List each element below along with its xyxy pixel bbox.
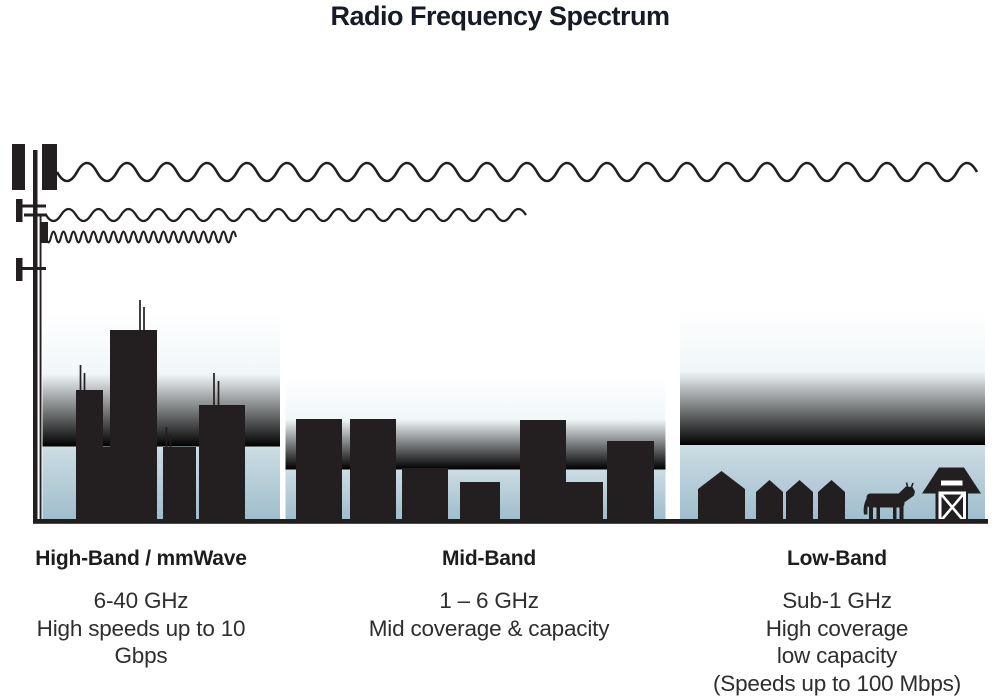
house-icon (698, 471, 745, 520)
low-band-label: Low-Band (787, 547, 887, 570)
antenna-crossbar (22, 267, 46, 270)
antenna-crossbar (22, 204, 46, 208)
long-wavelength-wave (55, 161, 979, 183)
cow-head (897, 486, 915, 502)
rooftop-antennas (79, 300, 220, 447)
antenna-mid (16, 199, 23, 222)
cow-leg (876, 505, 880, 521)
tower-mast-thin (39, 215, 42, 523)
cow-leg (869, 505, 873, 521)
cow-icon (863, 482, 915, 521)
low-band-speed-note: (Speeds up to 100 Mbps) (712, 670, 962, 696)
mid-band-label: Mid-Band (441, 547, 537, 570)
skyscraper (163, 447, 196, 520)
barn-vent-slit (941, 480, 963, 486)
mid-band-description: Mid coverage & capacity (368, 615, 610, 641)
cow-horns (905, 482, 914, 488)
antenna-low (16, 258, 23, 281)
house-icon (786, 480, 813, 520)
house-icon (756, 480, 783, 520)
skyscraper-low-wing (103, 447, 110, 520)
high-band-caption: High-Band / mmWave 6-40 GHz High speeds … (11, 546, 271, 670)
skyscraper-tall (110, 330, 157, 520)
low-band-description: low capacity (776, 643, 898, 668)
building (460, 482, 500, 520)
cell-tower-icon (12, 144, 57, 524)
short-wavelength-wave (44, 230, 238, 244)
building (520, 420, 566, 520)
radio-waves (44, 161, 979, 244)
rural-scene (698, 467, 981, 521)
ground-line (33, 519, 988, 524)
antenna-panel-left (12, 144, 25, 190)
barn-icon (922, 467, 981, 521)
city-skyscrapers (76, 300, 245, 520)
high-band-description: High speeds up to 10 Gbps (36, 615, 246, 669)
cow-leg (899, 505, 904, 521)
mid-rise-buildings (296, 419, 654, 520)
building-annex (566, 482, 603, 520)
mid-band-caption: Mid-Band 1 – 6 GHz Mid coverage & capaci… (359, 546, 619, 642)
high-band-frequency: 6-40 GHz (93, 588, 189, 613)
page-title: Radio Frequency Spectrum (330, 1, 670, 31)
building (607, 441, 654, 520)
cow-leg (893, 505, 897, 521)
building (350, 419, 396, 520)
building (402, 468, 448, 520)
house-icon (818, 480, 845, 520)
low-band-frequency: Sub-1 GHz (782, 588, 892, 613)
skyscraper (199, 405, 245, 520)
building (296, 419, 342, 520)
antenna-crossbar (24, 213, 47, 217)
high-band-label: High-Band / mmWave (35, 547, 247, 570)
low-band-description: High coverage (765, 615, 909, 641)
skyscraper (76, 390, 103, 520)
low-band-caption: Low-Band Sub-1 GHz High coverage low cap… (707, 546, 967, 697)
antenna-side (41, 222, 48, 243)
antenna-panel-right (42, 144, 57, 190)
tower-mast (33, 150, 38, 524)
mid-band-frequency: 1 – 6 GHz (439, 588, 539, 613)
barn-door-crossbuck (940, 493, 964, 521)
medium-wavelength-wave (45, 207, 527, 223)
cow-body (866, 493, 905, 508)
